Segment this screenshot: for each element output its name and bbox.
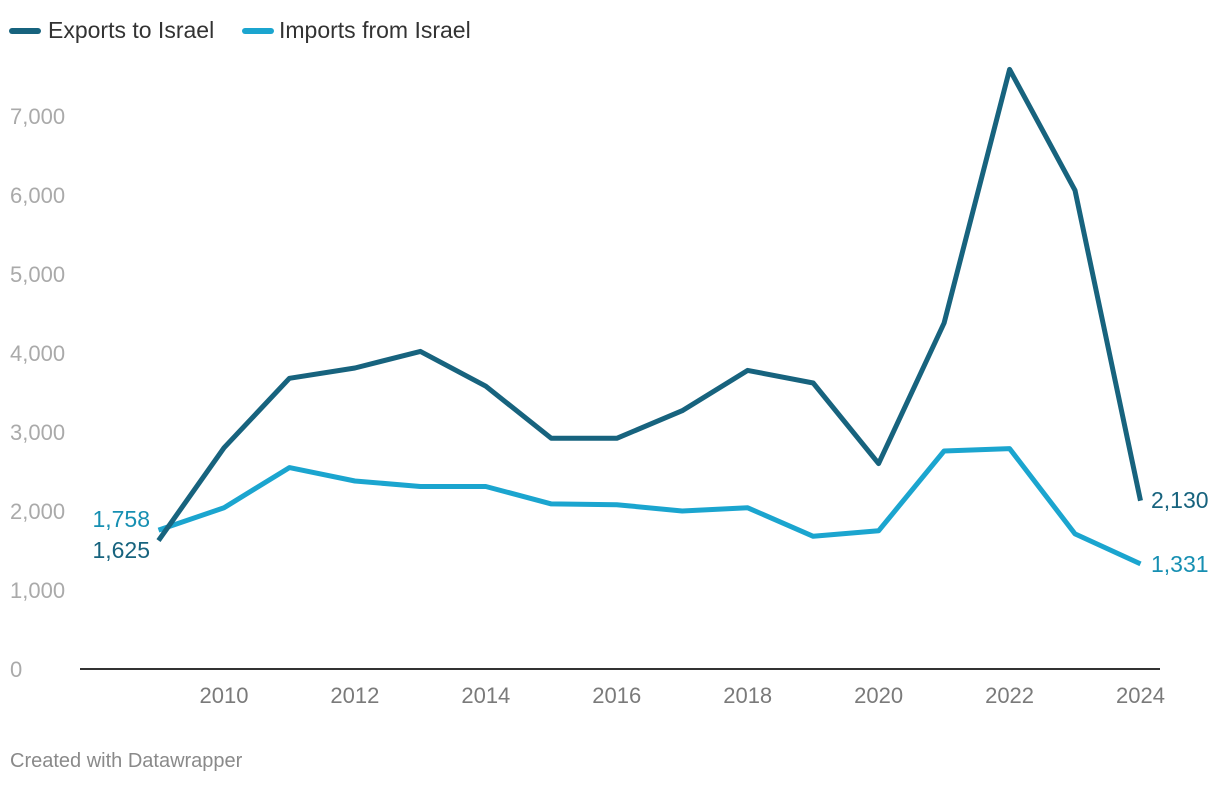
x-tick-label: 2022	[985, 683, 1034, 708]
series-lines	[156, 66, 1143, 567]
x-tick-label: 2012	[330, 683, 379, 708]
series-line-imports	[157, 446, 1142, 567]
series-line-exports	[156, 66, 1143, 543]
legend-label-imports: Imports from Israel	[279, 17, 471, 43]
start-label-imports: 1,758	[92, 506, 150, 532]
x-tick-label: 2020	[854, 683, 903, 708]
end-label-exports: 2,130	[1151, 487, 1209, 513]
x-tick-label: 2016	[592, 683, 641, 708]
y-tick-label: 3,000	[10, 420, 65, 445]
x-axis: 2010 2012 2014 2016 2018 2020 2022 2024	[80, 668, 1165, 708]
y-tick-label: 1,000	[10, 578, 65, 603]
data-labels: 1,758 1,625 2,130 1,331	[92, 487, 1208, 577]
y-tick-label: 0	[10, 657, 22, 682]
x-tick-label: 2010	[199, 683, 248, 708]
y-tick-label: 7,000	[10, 104, 65, 129]
y-tick-label: 5,000	[10, 262, 65, 287]
y-tick-label: 6,000	[10, 183, 65, 208]
y-axis-ticks: 0 1,000 2,000 3,000 4,000 5,000 6,000 7,000	[10, 104, 65, 682]
y-tick-label: 4,000	[10, 341, 65, 366]
credit-text: Created with Datawrapper	[10, 750, 243, 772]
x-tick-label: 2018	[723, 683, 772, 708]
y-tick-label: 2,000	[10, 499, 65, 524]
legend: Exports to Israel Imports from Israel	[9, 17, 471, 43]
start-label-exports: 1,625	[92, 537, 150, 563]
x-tick-label: 2024	[1116, 683, 1165, 708]
legend-label-exports: Exports to Israel	[48, 17, 214, 43]
x-tick-label: 2014	[461, 683, 510, 708]
end-label-imports: 1,331	[1151, 551, 1209, 577]
